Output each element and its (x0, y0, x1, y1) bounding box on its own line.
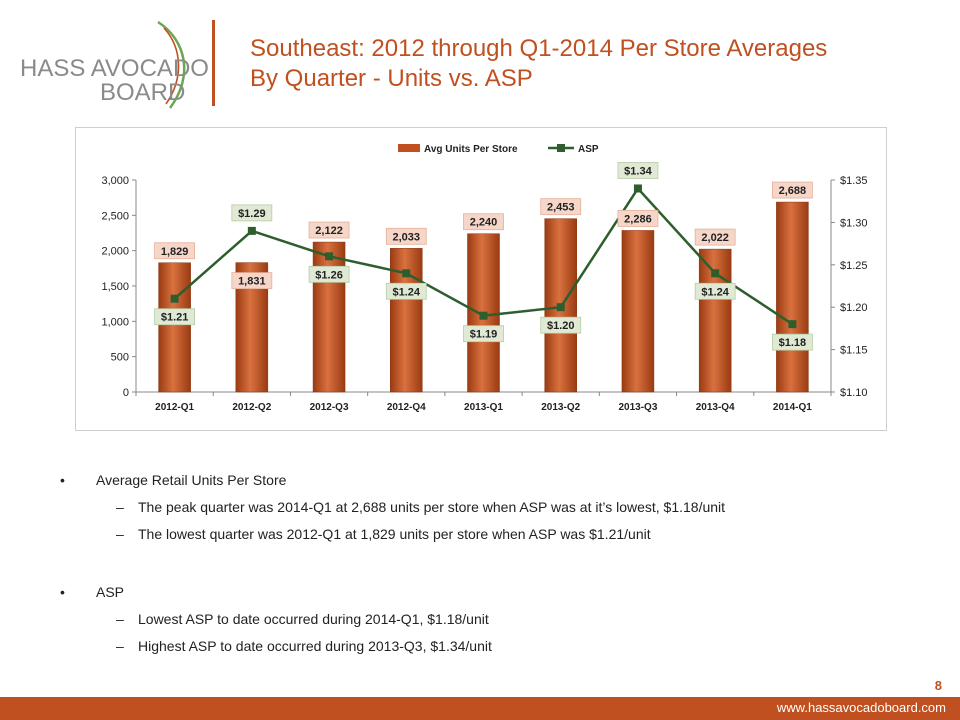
y-right-tick-label: $1.20 (840, 302, 868, 314)
bar-label: 2,286 (624, 213, 652, 225)
asp-label-box (694, 282, 736, 300)
legend-bar-swatch (398, 144, 420, 152)
asp-label: $1.20 (547, 320, 575, 332)
asp-label-box (385, 282, 427, 300)
y-right-tick-label: $1.10 (840, 387, 868, 399)
page-number: 8 (934, 678, 942, 693)
asp-point (711, 269, 720, 278)
bar-label: 2,240 (470, 217, 498, 229)
x-tick-label: 2013-Q3 (618, 402, 657, 413)
bar-label-box (308, 221, 350, 239)
title-line-2: By Quarter - Units vs. ASP (250, 65, 533, 92)
footer-url: www.hassavocadoboard.com (776, 700, 946, 715)
bar-label: 1,831 (238, 276, 266, 288)
bar-label: 2,688 (779, 185, 807, 197)
asp-label-box (463, 325, 504, 343)
asp-point (247, 226, 256, 235)
bar (158, 262, 191, 393)
asp-point (170, 294, 179, 303)
asp-label-box (231, 204, 273, 222)
asp-label: $1.29 (238, 208, 266, 220)
bullet-units-heading: Average Retail Units Per Store (58, 470, 938, 490)
y-left-tick-label: 500 (111, 352, 129, 364)
logo-divider (212, 20, 215, 106)
bullet-asp-heading: ASP (58, 582, 938, 602)
title-line-1: Southeast: 2012 through Q1-2014 Per Stor… (250, 35, 828, 62)
bar-label-box (154, 242, 196, 260)
logo: HASS AVOCADO BOARD (18, 18, 228, 113)
bar (776, 201, 809, 393)
bar-label: 2,033 (393, 231, 421, 243)
logo-line1: HASS AVOCADO (20, 55, 209, 82)
y-left-tick-label: 1,000 (101, 316, 129, 328)
x-tick-label: 2013-Q2 (541, 402, 580, 413)
bullet-asp-item-1: Lowest ASP to date occurred during 2014-… (58, 609, 938, 629)
legend-bar-label: Avg Units Per Store (424, 144, 518, 155)
x-tick-label: 2012-Q1 (155, 402, 194, 413)
asp-point (402, 269, 411, 278)
x-tick-label: 2013-Q4 (696, 402, 735, 413)
asp-point (788, 320, 797, 329)
bar-label: 2,122 (315, 225, 343, 237)
bar-label: 2,453 (547, 202, 575, 214)
x-tick-label: 2014-Q1 (773, 402, 812, 413)
x-tick-label: 2012-Q3 (310, 402, 349, 413)
asp-label: $1.26 (315, 269, 343, 281)
y-left-tick-label: 3,000 (101, 175, 129, 187)
asp-label-box (154, 308, 196, 326)
asp-label-box (771, 333, 813, 351)
x-tick-label: 2012-Q2 (232, 402, 271, 413)
asp-label: $1.24 (701, 286, 729, 298)
bar-label-box (694, 228, 736, 246)
y-left-tick-label: 1,500 (101, 281, 129, 293)
asp-label: $1.21 (161, 312, 189, 324)
bullet-units-item-2: The lowest quarter was 2012-Q1 at 1,829 … (58, 524, 938, 544)
bar-label-box (540, 198, 582, 216)
y-right-tick-label: $1.15 (840, 345, 868, 357)
x-tick-label: 2013-Q1 (464, 402, 503, 413)
asp-point (325, 252, 334, 261)
logo-line2: BOARD (100, 79, 185, 106)
asp-point (556, 303, 565, 312)
x-tick-label: 2012-Q4 (387, 402, 426, 413)
asp-label: $1.24 (393, 286, 421, 298)
footer-bar: www.hassavocadoboard.com (0, 697, 960, 720)
bar-label-box (463, 213, 504, 231)
bar (621, 230, 655, 393)
page-title: Southeast: 2012 through Q1-2014 Per Stor… (250, 34, 930, 94)
bar-label-box (385, 227, 427, 245)
y-right-tick-label: $1.25 (840, 260, 868, 272)
bar-label-box (771, 181, 813, 199)
asp-label-box (540, 316, 582, 334)
bullet-asp-item-2: Highest ASP to date occurred during 2013… (58, 636, 938, 656)
asp-label: $1.18 (779, 337, 807, 349)
y-left-tick-label: 2,000 (101, 246, 129, 258)
bar-label-box (617, 210, 659, 227)
bullet-list: Average Retail Units Per Store The peak … (58, 470, 938, 656)
legend-line-marker (557, 144, 565, 152)
bar (312, 241, 346, 393)
y-right-tick-label: $1.35 (840, 175, 868, 187)
y-left-tick-label: 2,500 (101, 210, 129, 222)
asp-label: $1.34 (624, 165, 652, 177)
bar-label-box (231, 272, 273, 290)
asp-point (479, 311, 488, 320)
asp-label: $1.19 (470, 329, 498, 341)
chart-container: 0 500 1,000 1,500 2,000 2,500 3,000 $1.10 $1.15 $… (75, 127, 887, 431)
asp-label-box (308, 265, 350, 283)
y-left-tick-label: 0 (123, 387, 129, 399)
asp-label-box (617, 162, 659, 179)
bullet-units-item-1: The peak quarter was 2014-Q1 at 2,688 un… (58, 497, 938, 517)
legend-line-label: ASP (578, 144, 599, 155)
bar-label: 1,829 (161, 246, 189, 258)
bar-label: 2,022 (701, 232, 729, 244)
y-right-tick-label: $1.30 (840, 217, 868, 229)
combo-chart: 0 500 1,000 1,500 2,000 2,500 3,000 $1.10 $1.15 $… (101, 144, 868, 413)
asp-point (633, 184, 642, 193)
